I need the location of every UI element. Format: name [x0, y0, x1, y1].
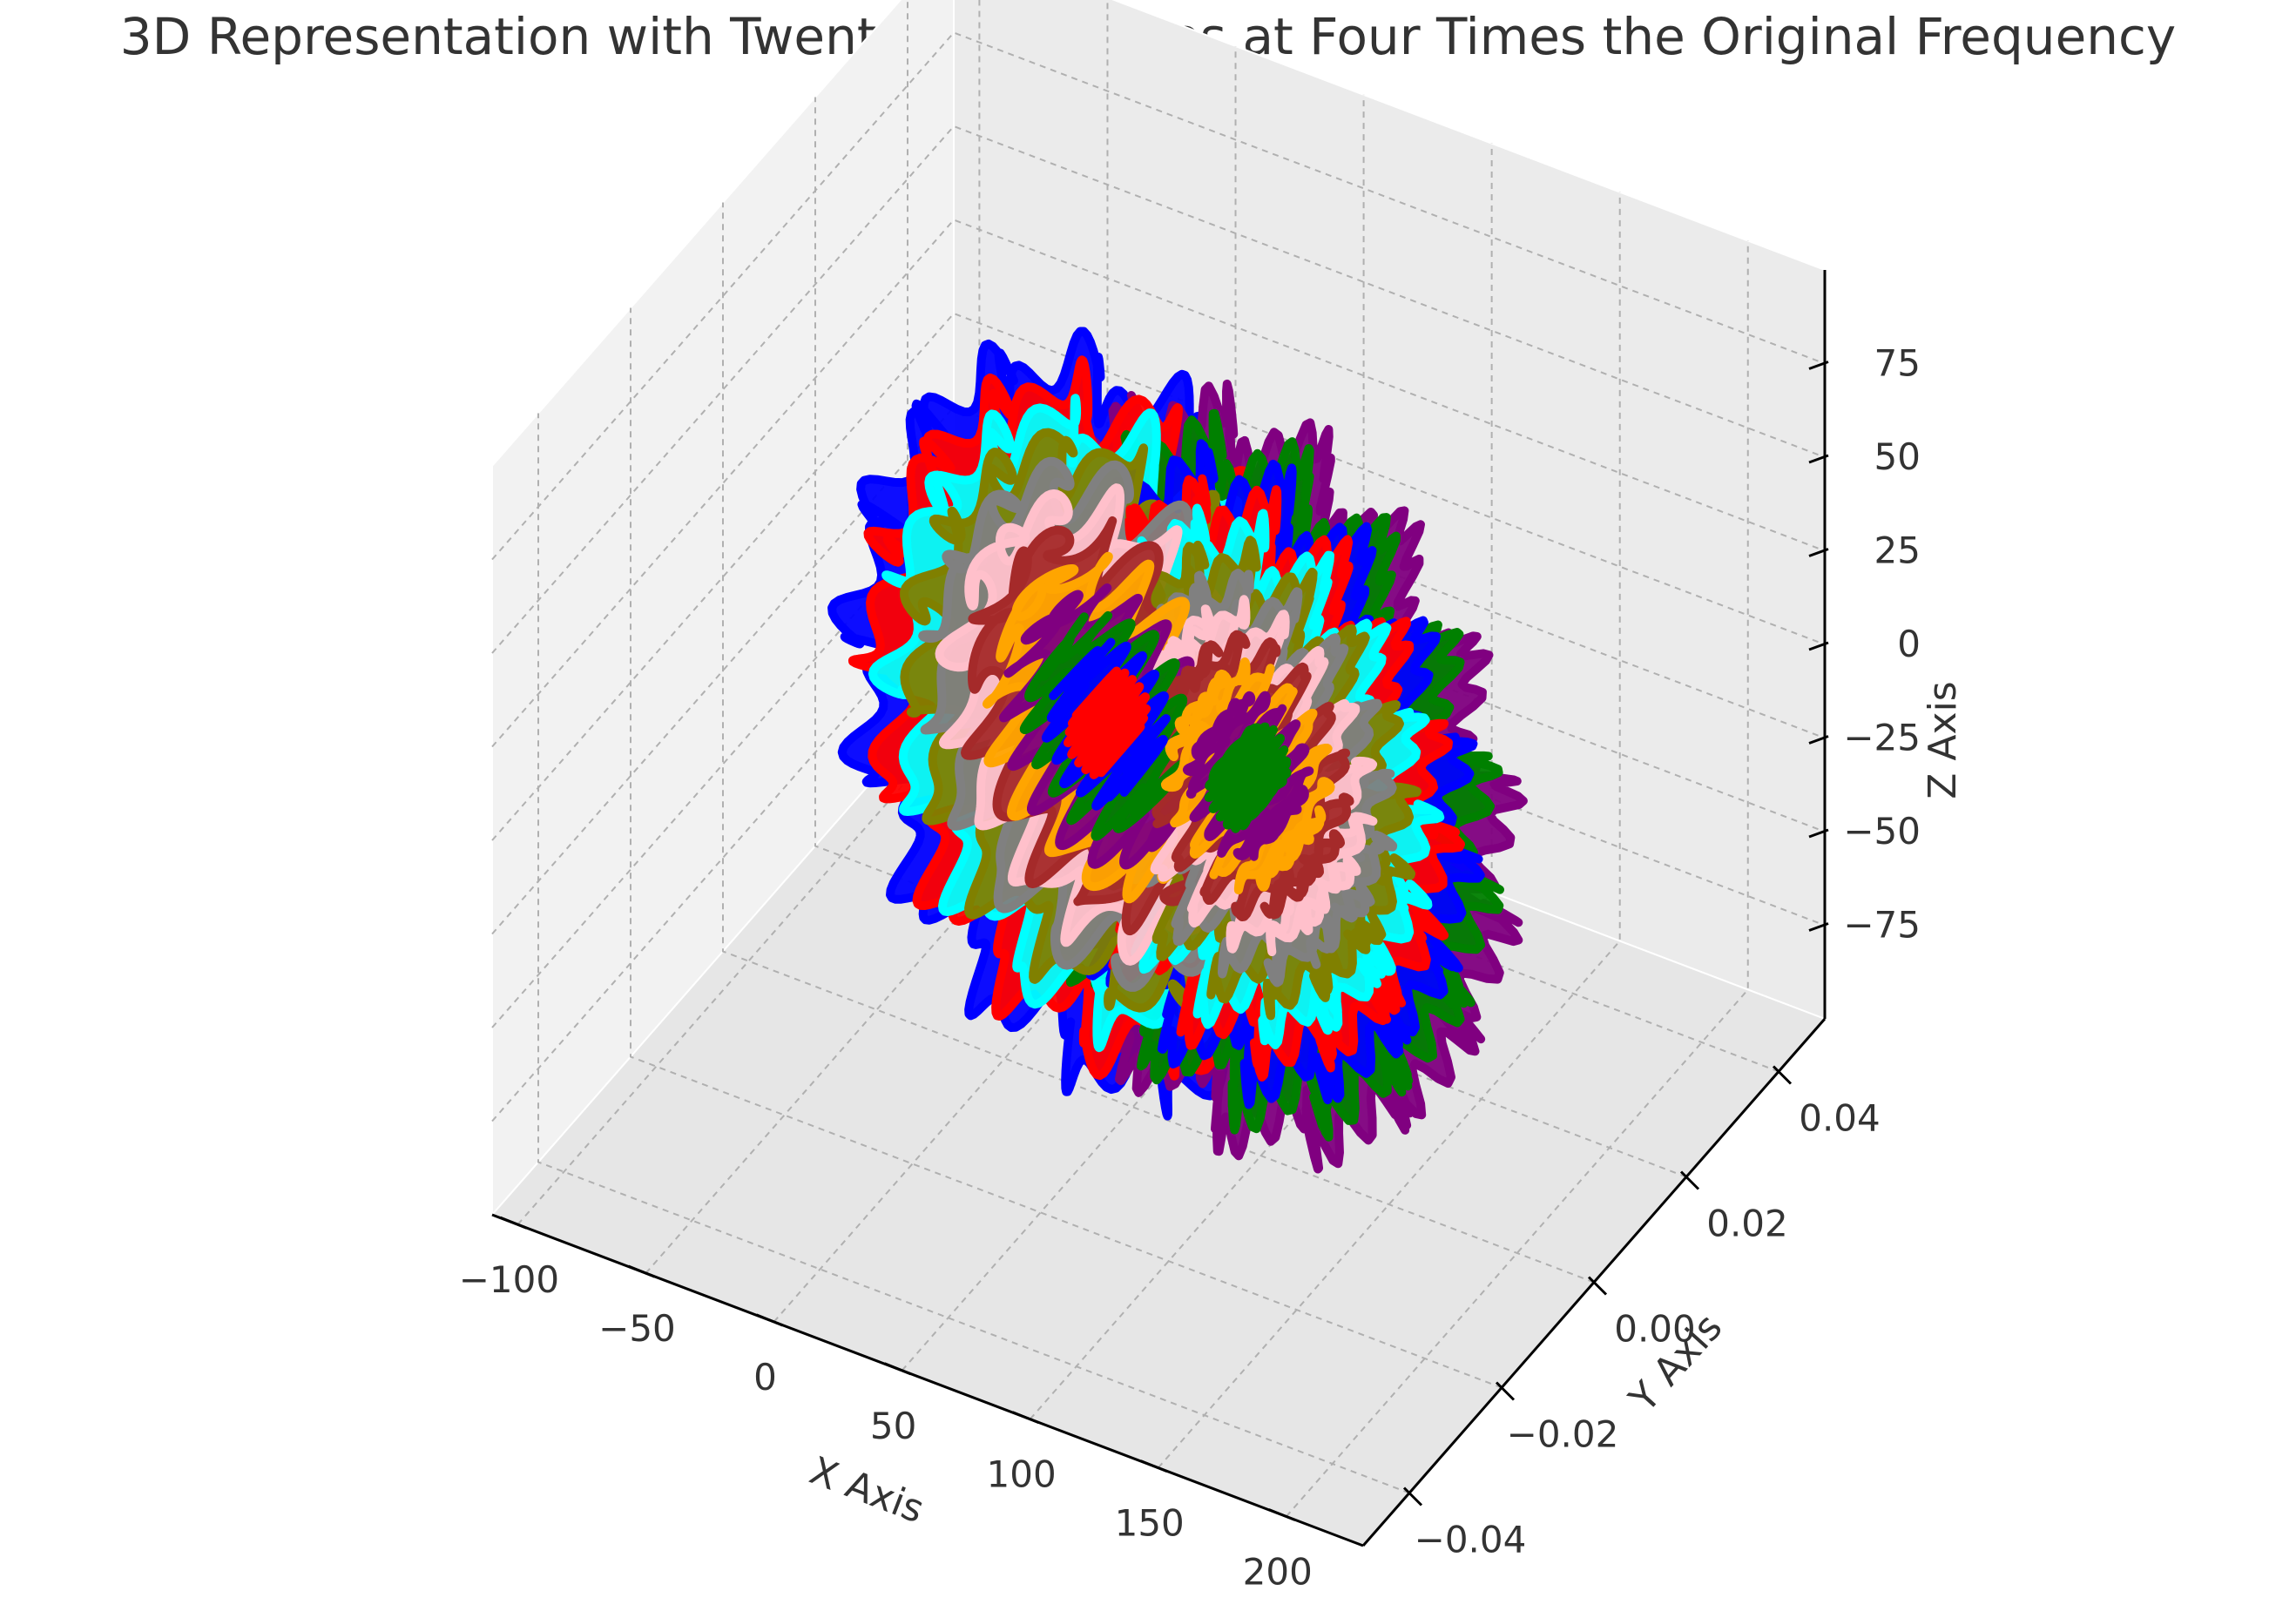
x-tick-label: 100 [987, 1453, 1057, 1496]
curve-1 [1064, 666, 1151, 779]
x-tick-label: 150 [1115, 1502, 1185, 1545]
x-tick [1140, 1459, 1168, 1473]
y-tick-label: 0.02 [1706, 1203, 1788, 1245]
z-axis-label: Z Axis [1921, 681, 1965, 799]
x-tick-label: 0 [753, 1356, 777, 1399]
x-tick [1012, 1411, 1040, 1425]
z-tick [1808, 361, 1829, 370]
y-tick [1495, 1381, 1516, 1401]
y-tick-label: 0.00 [1614, 1308, 1696, 1351]
z-tick-label: −50 [1843, 810, 1921, 853]
z-tick-label: 75 [1874, 342, 1921, 385]
y-tick-label: 0.04 [1799, 1097, 1881, 1140]
x-tick [1268, 1508, 1296, 1521]
z-tick [1808, 548, 1829, 557]
x-tick-label: −50 [598, 1307, 676, 1350]
y-gridline [722, 202, 1595, 1284]
z-tick-label: 25 [1874, 529, 1921, 572]
z-tick-label: −25 [1843, 717, 1921, 759]
tick-marks [499, 361, 1829, 1521]
tick-labels: −100 −50 0 50 100 150 200 −0.04 −0.02 0.00 0.02 0.0… [459, 342, 1921, 1594]
z-tick [1808, 454, 1829, 464]
z-tick-label: 0 [1897, 623, 1921, 665]
z-tick [1808, 735, 1829, 745]
x-tick [627, 1264, 656, 1278]
y-tick [1587, 1276, 1608, 1296]
x-tick-label: 50 [870, 1405, 916, 1447]
z-tick-label: 50 [1874, 435, 1921, 478]
y-tick [1679, 1170, 1700, 1190]
x-tick [499, 1216, 527, 1230]
y-gridline [537, 413, 1410, 1494]
y-tick-label: −0.04 [1415, 1519, 1527, 1561]
z-tick [1808, 922, 1829, 932]
y-tick-label: −0.02 [1507, 1413, 1619, 1456]
curves-layer [827, 327, 1528, 1174]
z-tick [1808, 641, 1829, 651]
z-tick [1808, 828, 1829, 839]
curve-13 [1204, 722, 1292, 833]
y-tick [1772, 1065, 1793, 1085]
y-tick [1402, 1486, 1423, 1507]
z-tick-label: −75 [1843, 904, 1921, 947]
x-tick-label: 200 [1243, 1550, 1313, 1593]
x-axis-label: X Axis [804, 1448, 930, 1532]
x-tick [755, 1313, 784, 1327]
y-gridline [630, 307, 1503, 1389]
x-tick [884, 1362, 912, 1376]
x-tick-label: −100 [459, 1258, 559, 1301]
